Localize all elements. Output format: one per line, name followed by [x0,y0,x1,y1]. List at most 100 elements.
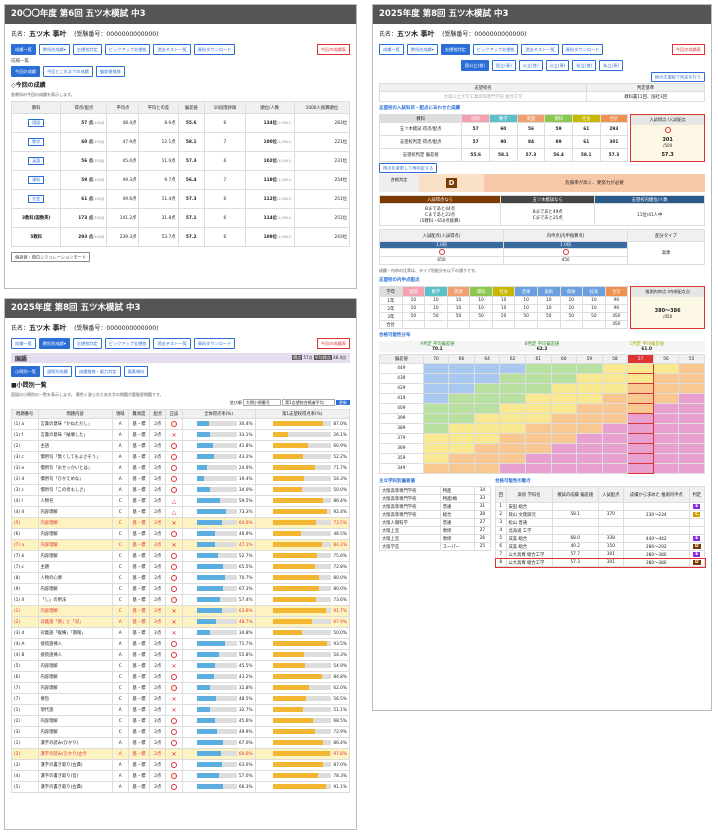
cell [597,518,624,527]
column-header: 社会 [571,114,601,123]
deviation-tick: 58 [601,354,629,364]
rate: 57.0% [238,774,253,779]
subject-link[interactable]: 理科 [28,176,45,184]
question-content: 現代語 [37,704,113,716]
tab-public-special[interactable]: 公立(専) [545,60,570,71]
nav-download[interactable]: 資料ダウンロード [193,338,236,349]
nav-past[interactable]: 過去テスト一覧 [521,44,559,55]
grid-cell [601,433,629,444]
cell: 2点 [149,605,167,617]
nav-scores[interactable]: 成績一覧 [379,44,404,55]
tab-by-question[interactable]: 設問別成績 [42,366,72,377]
nav-scores[interactable]: 成績一覧 [11,44,36,55]
tab-trend[interactable]: 偏差値推移 [95,66,125,77]
subject-score-table: 教科 国語 数学 英語 理科 社会 合計 五ツ木模試 得点/配点 57 60 56 59 61 293 志… [378,114,629,162]
cell: 10 [559,304,584,313]
rate: 65.5% [238,565,253,570]
tab-elements[interactable]: 要素傾向 [123,366,149,377]
tab-questions[interactable]: 小問別一覧 [11,366,40,377]
tab-history[interactable]: 今回とこれまでの成績 [42,66,93,77]
cell: 2点 [149,429,167,441]
rate: 57.4% [238,598,253,603]
question-content: 接続語挿入 [37,638,113,650]
cell: 10 [491,296,516,305]
rate: 24.9% [238,466,253,471]
nav-pickup[interactable]: ピックアップ志望校 [104,44,151,55]
nav-judge[interactable]: 志望校判定 [440,44,470,55]
nav-pickup[interactable]: ピックアップ志望校 [472,44,519,55]
tab-national-general[interactable]: 国公立(普) [460,60,489,71]
grid-cell [422,443,450,454]
target-rate-bar [273,641,331,646]
cell: 50 [491,312,516,321]
total-students: /1,000人 [276,216,292,220]
max-score: /100点 [93,140,105,144]
cell: 基・標 [127,451,151,463]
nav-pickup[interactable]: ピックアップ志望校 [104,338,151,349]
tab-public-general[interactable]: 公立(普) [518,60,543,71]
grid-cell [678,423,705,434]
cell: C [111,715,129,727]
subject-link[interactable]: 社会 [28,195,45,203]
grid-cell [627,363,654,374]
cell: 合計 [379,320,403,329]
report-button[interactable]: 今回の成績表 [316,44,350,55]
grid-cell [601,393,629,404]
nav-subject[interactable]: 教科別成績▾ [406,44,438,55]
sort-select[interactable]: 大問小問番号 [242,399,281,406]
cell: 2点 [149,451,167,463]
subject-link[interactable]: 国語 [28,119,45,127]
simulation-button[interactable]: 偏差値・順位シミュレーションモード [11,251,91,262]
cell [551,502,599,511]
cell: 10 [536,296,561,305]
cell: C [111,539,129,551]
tab-ability[interactable]: 成績推移・能力判定 [74,366,121,377]
table-row: 大阪学芸 スーパー 25 [379,542,492,551]
nav-scores[interactable]: 成績一覧 [11,338,36,349]
cell: 49.3点 [106,170,140,190]
cell: 380〜386 [622,558,690,567]
tab-private-special[interactable]: 私立(専) [599,60,624,71]
question-number: (2) [11,748,39,760]
cell: 90 [604,304,629,313]
cell: 450 [604,320,629,329]
cell: 57 [461,135,490,149]
nav-past[interactable]: 過去テスト一覧 [153,338,191,349]
report-button[interactable]: 今回の成績表 [316,338,350,349]
page-title: 2025年度 第8回 五ツ木模試 中3 [373,5,711,24]
update-button[interactable]: 更新 [336,400,350,405]
dept-deviation: 27 [473,526,492,535]
sort2-select[interactable]: 第1志望校合格者平均 [282,399,335,406]
nav-subject[interactable]: 教科別成績▾ [38,338,70,349]
cell: 基・標 [127,682,151,694]
rate: 91.1% [333,785,347,790]
edit-score-button[interactable]: 得点を変更して再判定する [379,162,438,173]
cell: 基・標 [127,770,151,782]
tab-private-general[interactable]: 私立(普) [572,60,597,71]
report-button[interactable]: 今回の成績表 [671,44,705,55]
subject-name: 国語 [15,355,28,363]
nav-download[interactable]: 資料ダウンロード [561,44,604,55]
overall-rate-bar [196,454,237,459]
rate: 47.1% [238,543,253,548]
subject-link[interactable]: 英語 [28,157,45,165]
distribution-grid: 偏差値 70 66 64 62 61 60 59 58 57 56 55 449 439 429 419 40… [379,354,705,474]
nav-past[interactable]: 過去テスト一覧 [153,44,191,55]
table-row: (4) II 内容理解 C 基・標 2点 △ 73.3% 92.4% [11,506,351,518]
grid-cell [499,363,526,374]
grid-cell [652,363,680,374]
nav-download[interactable]: 資料ダウンロード [193,44,236,55]
subject-link[interactable]: 数学 [28,138,45,146]
nav-judge[interactable]: 志望校判定 [72,44,102,55]
grid-cell [601,423,629,434]
cell: 230〜234 [622,510,690,519]
column-header: 難易度 [127,409,151,419]
change-school-button[interactable]: 他の志望校で判定を行う [650,71,705,82]
rank: 112位 [263,197,277,202]
tab-national-special[interactable]: 国立(専) [491,60,516,71]
nav-judge[interactable]: 志望校判定 [72,338,102,349]
question-number: (4) B [11,649,39,661]
question-number: (5) [11,660,39,672]
nav-subject[interactable]: 教科別成績▾ [38,44,70,55]
tab-current[interactable]: 今回の成績 [11,66,40,77]
